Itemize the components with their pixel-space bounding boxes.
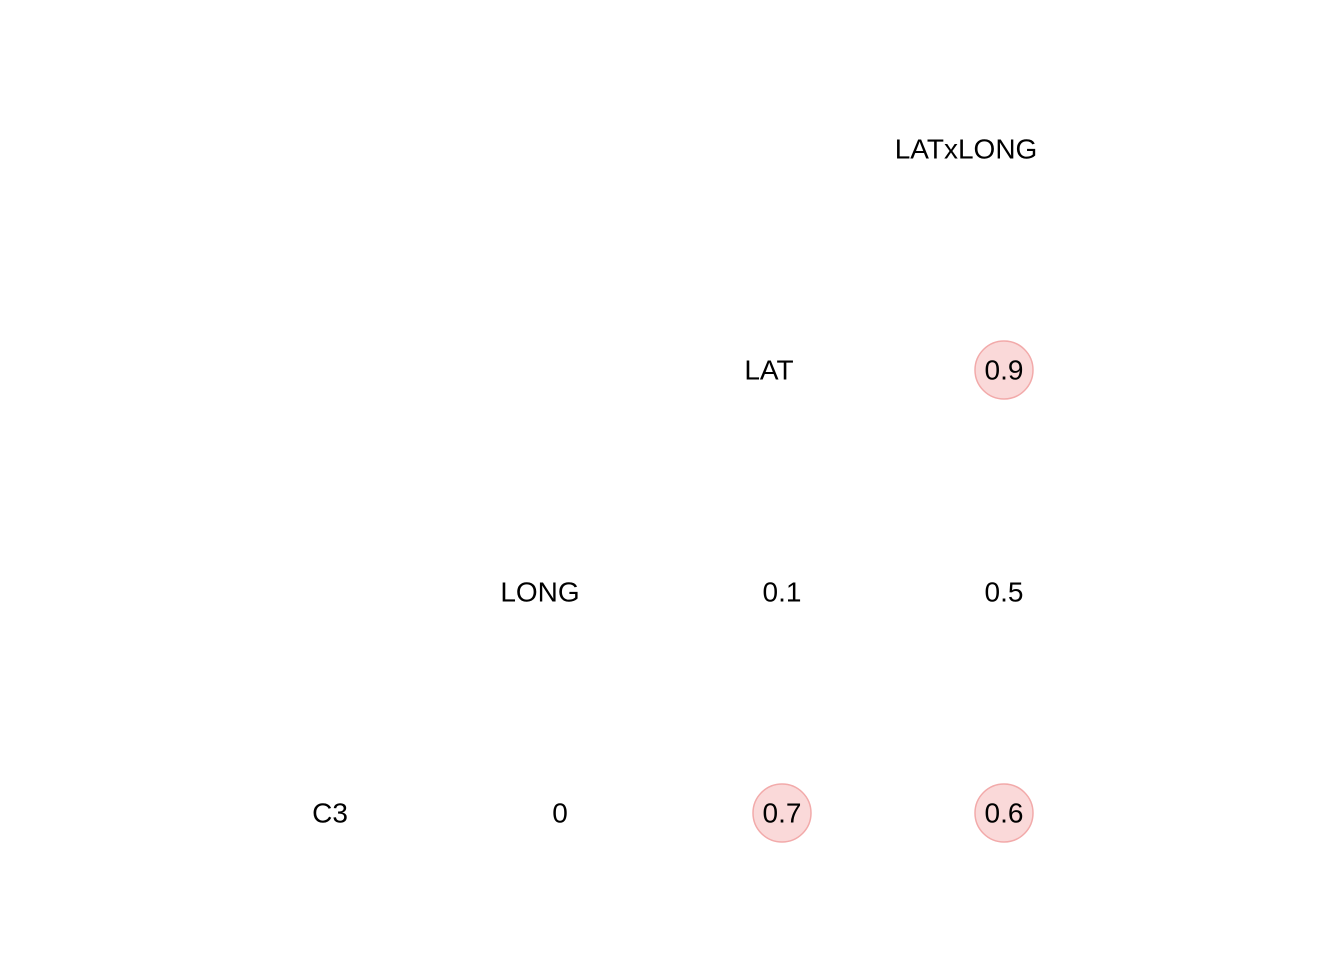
variable-label-latxlong: LATxLONG [895, 134, 1038, 165]
variable-label-c3: C3 [312, 798, 348, 829]
cell-value-c3-latxlong: 0.6 [985, 798, 1024, 829]
variable-labels: C3 LONG LAT LATxLONG [312, 134, 1037, 829]
cell-value-long-latxlong: 0.5 [985, 577, 1024, 608]
highlight-circle-c3-lat [752, 783, 812, 843]
variable-label-lat: LAT [744, 355, 793, 386]
highlight-circle-c3-latxlong [974, 783, 1034, 843]
cell-value-c3-long: 0 [552, 798, 568, 829]
highlight-circles [752, 340, 1034, 843]
cell-value-long-lat: 0.1 [763, 577, 802, 608]
variable-label-long: LONG [500, 577, 579, 608]
cell-values: 0.9 0.1 0.5 0 0.7 0.6 [552, 355, 1023, 829]
cell-value-lat-latxlong: 0.9 [985, 355, 1024, 386]
highlight-circle-lat-latxlong [974, 340, 1034, 400]
cell-value-c3-lat: 0.7 [763, 798, 802, 829]
